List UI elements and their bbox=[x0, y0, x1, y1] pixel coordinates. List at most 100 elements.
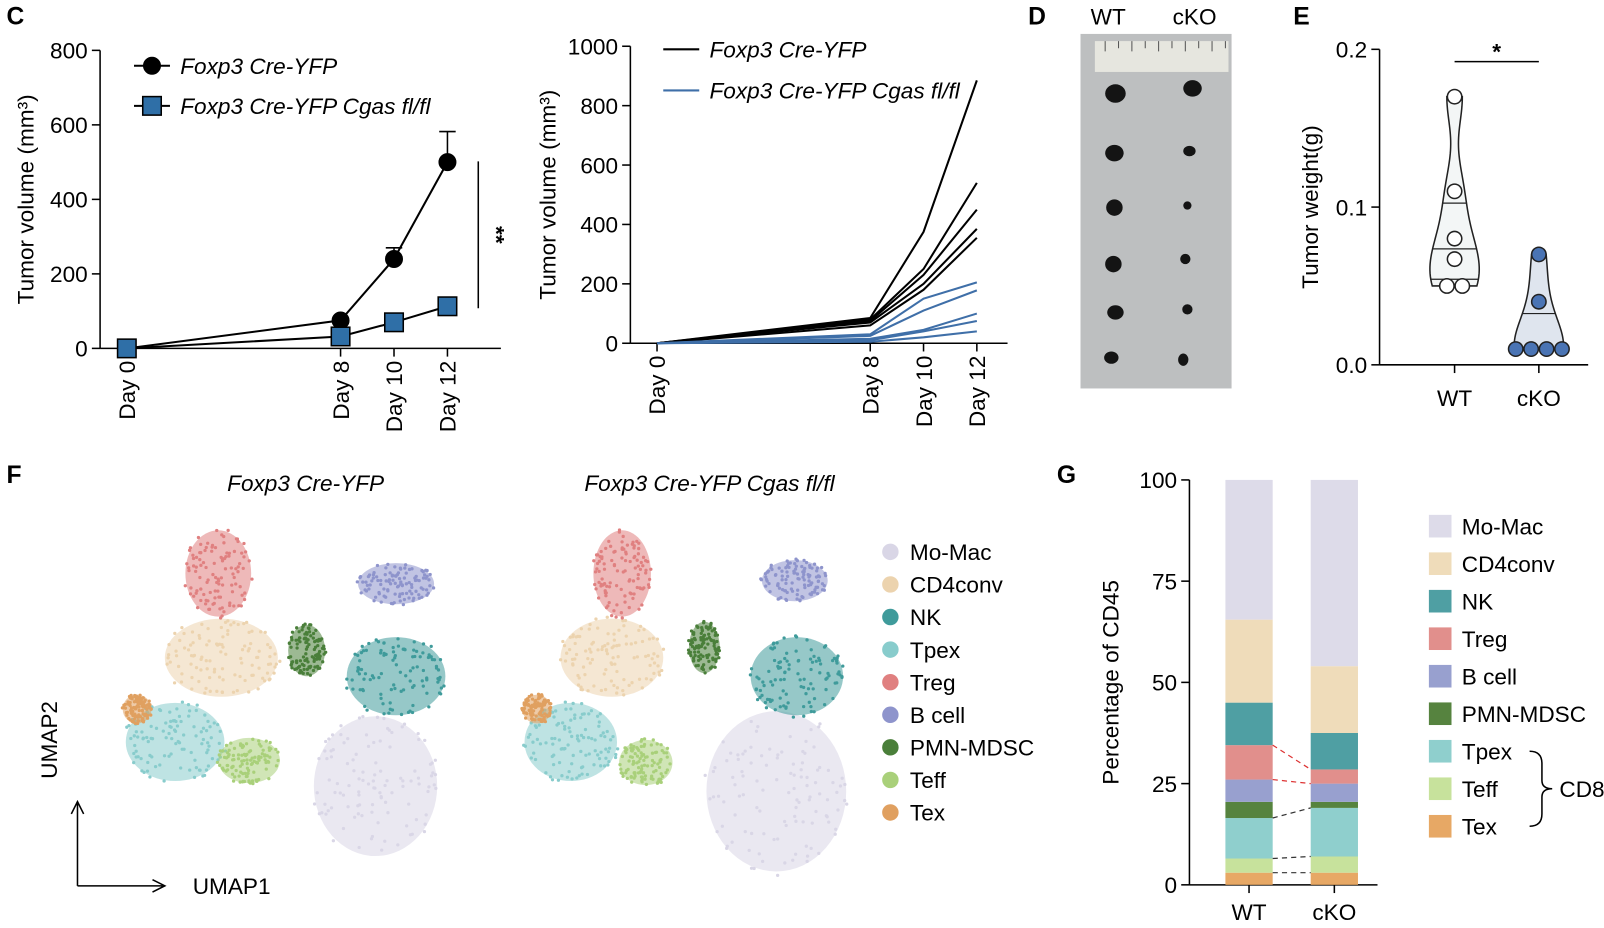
cell-point bbox=[201, 726, 206, 730]
cell-point bbox=[574, 652, 579, 657]
legend-dot bbox=[882, 706, 899, 723]
cell-point bbox=[814, 659, 818, 663]
cell-point bbox=[636, 766, 641, 770]
cell-point bbox=[157, 707, 162, 712]
cell-point bbox=[212, 721, 216, 725]
cell-point bbox=[784, 566, 788, 570]
cell-point bbox=[357, 793, 361, 797]
cell-point bbox=[388, 571, 392, 575]
cell-point bbox=[629, 746, 633, 750]
cell-point bbox=[217, 675, 222, 679]
cell-point bbox=[835, 661, 839, 665]
cell-point bbox=[784, 597, 788, 601]
cell-point bbox=[218, 607, 222, 611]
cell-point bbox=[266, 643, 270, 647]
cell-point bbox=[167, 643, 171, 647]
cell-point bbox=[370, 803, 375, 807]
cell-point bbox=[581, 735, 586, 740]
cell-point bbox=[693, 653, 697, 658]
cell-point bbox=[231, 753, 236, 758]
cell-point bbox=[305, 667, 310, 671]
cell-point bbox=[765, 697, 770, 702]
cell-point bbox=[387, 711, 391, 715]
cell-point bbox=[379, 696, 383, 701]
cell-point bbox=[707, 659, 711, 664]
cell-point bbox=[783, 589, 787, 593]
cell-point bbox=[597, 580, 601, 585]
cell-point bbox=[427, 705, 431, 709]
cell-point bbox=[709, 622, 713, 627]
cell-point bbox=[242, 597, 247, 602]
cell-point bbox=[216, 577, 220, 581]
cell-point bbox=[783, 656, 787, 661]
cell-point bbox=[212, 670, 217, 674]
cell-point bbox=[775, 873, 780, 878]
cell-point bbox=[630, 681, 634, 685]
cell-point bbox=[799, 684, 803, 689]
cell-point bbox=[540, 704, 544, 709]
cell-point bbox=[127, 716, 131, 721]
cell-point bbox=[267, 678, 271, 682]
cell-point bbox=[749, 761, 753, 765]
legend-label: Tpex bbox=[1462, 739, 1513, 764]
cell-point bbox=[659, 757, 663, 762]
cell-point bbox=[613, 662, 617, 666]
cell-point bbox=[416, 732, 420, 736]
cell-point bbox=[187, 714, 191, 718]
cell-point bbox=[262, 679, 267, 683]
cell-point bbox=[650, 751, 655, 755]
cell-point bbox=[833, 832, 837, 836]
cell-point bbox=[599, 733, 603, 738]
cell-point bbox=[212, 601, 216, 605]
cell-point bbox=[780, 750, 784, 754]
cell-point bbox=[424, 576, 428, 580]
cell-point bbox=[795, 572, 800, 576]
cell-point bbox=[660, 748, 664, 753]
cell-point bbox=[754, 688, 758, 692]
cell-point bbox=[368, 677, 372, 682]
cell-point bbox=[174, 741, 178, 746]
cell-point bbox=[612, 550, 616, 554]
cell-point bbox=[610, 613, 614, 618]
cell-point bbox=[588, 622, 592, 627]
cell-point bbox=[430, 761, 434, 765]
cell-point bbox=[529, 693, 534, 697]
cell-point bbox=[217, 582, 221, 586]
cell-point bbox=[356, 653, 360, 657]
cell-point bbox=[140, 717, 145, 721]
cell-point bbox=[232, 746, 237, 751]
cell-point bbox=[767, 581, 771, 586]
cell-point bbox=[793, 562, 797, 566]
cell-point bbox=[231, 779, 236, 783]
cell-point bbox=[203, 713, 207, 717]
cell-point bbox=[770, 698, 774, 702]
cell-point bbox=[218, 749, 223, 753]
cell-point bbox=[401, 602, 406, 607]
cell-point bbox=[799, 775, 803, 779]
x-tick-label: WT bbox=[1437, 386, 1472, 411]
cell-point bbox=[596, 753, 600, 757]
cell-point bbox=[784, 692, 788, 696]
cell-point bbox=[419, 586, 423, 590]
cell-point bbox=[715, 639, 719, 644]
cell-point bbox=[365, 708, 369, 712]
cell-point bbox=[421, 576, 426, 580]
cell-point bbox=[600, 555, 604, 559]
data-point bbox=[1446, 230, 1463, 247]
cell-point bbox=[329, 806, 334, 810]
cell-point bbox=[587, 712, 591, 716]
cell-point bbox=[805, 775, 809, 780]
cell-point bbox=[722, 800, 726, 804]
cell-point bbox=[361, 770, 365, 774]
cell-point bbox=[802, 583, 807, 587]
cell-point bbox=[429, 655, 433, 659]
cell-point bbox=[553, 736, 557, 741]
cell-point bbox=[375, 715, 380, 719]
cell-point bbox=[627, 759, 631, 763]
cell-point bbox=[690, 644, 695, 649]
cell-point bbox=[703, 773, 707, 778]
cell-point bbox=[824, 814, 829, 818]
cell-point bbox=[581, 765, 585, 769]
cell-point bbox=[620, 754, 625, 759]
cell-point bbox=[242, 752, 247, 757]
